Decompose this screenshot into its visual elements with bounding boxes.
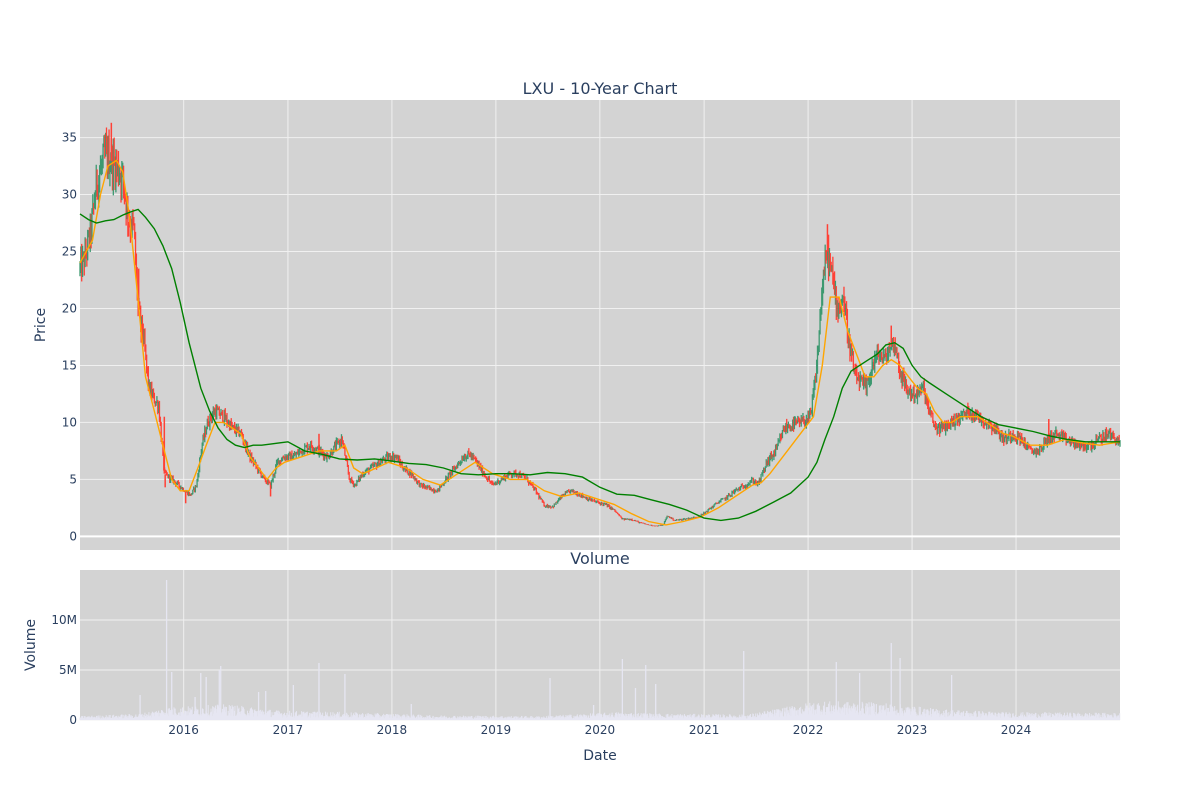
- price-moving-averages: [79, 159, 1121, 526]
- volume-x-tick-label: 2021: [689, 723, 720, 737]
- price-y-tick-label: 25: [62, 245, 77, 259]
- price-y-tick-label: 20: [62, 301, 77, 315]
- volume-y-tick-label: 10M: [51, 613, 77, 627]
- moving-average-short-line: [79, 159, 1121, 526]
- volume-x-tick-label: 2019: [481, 723, 512, 737]
- price-y-tick-label: 10: [62, 415, 77, 429]
- volume-y-tick-labels: 0 5M 10M: [51, 613, 77, 727]
- volume-bars: [79, 580, 1121, 720]
- volume-x-tick-label: 2016: [168, 723, 199, 737]
- price-y-tick-label: 0: [69, 529, 77, 543]
- volume-x-tick-label: 2023: [897, 723, 928, 737]
- volume-x-tick-label: 2022: [793, 723, 824, 737]
- moving-average-long-line: [79, 208, 1120, 522]
- volume-x-tick-label: 2017: [273, 723, 304, 737]
- volume-x-tick-label: 2024: [1001, 723, 1032, 737]
- price-y-tick-labels: 0 5 10 15 20 25 30 35: [62, 131, 77, 544]
- price-y-tick-label: 5: [69, 472, 77, 486]
- chart-title: LXU - 10-Year Chart: [523, 79, 678, 98]
- price-gridlines: [80, 100, 1120, 550]
- price-y-tick-label: 30: [62, 188, 77, 202]
- volume-title: Volume: [570, 549, 630, 568]
- price-y-axis-title: Price: [33, 308, 49, 342]
- volume-x-tick-label: 2020: [585, 723, 616, 737]
- volume-y-tick-label: 0: [69, 713, 77, 727]
- volume-y-axis-title: Volume: [23, 619, 39, 671]
- x-axis-title: Date: [583, 748, 616, 764]
- volume-x-tick-label: 2018: [377, 723, 408, 737]
- price-y-tick-label: 15: [62, 358, 77, 372]
- volume-x-tick-labels: 2016 2017 2018 2019 2020 2021 2022 2023 2024: [168, 723, 1031, 737]
- volume-y-tick-label: 5M: [59, 663, 77, 677]
- price-y-tick-label: 35: [62, 131, 77, 145]
